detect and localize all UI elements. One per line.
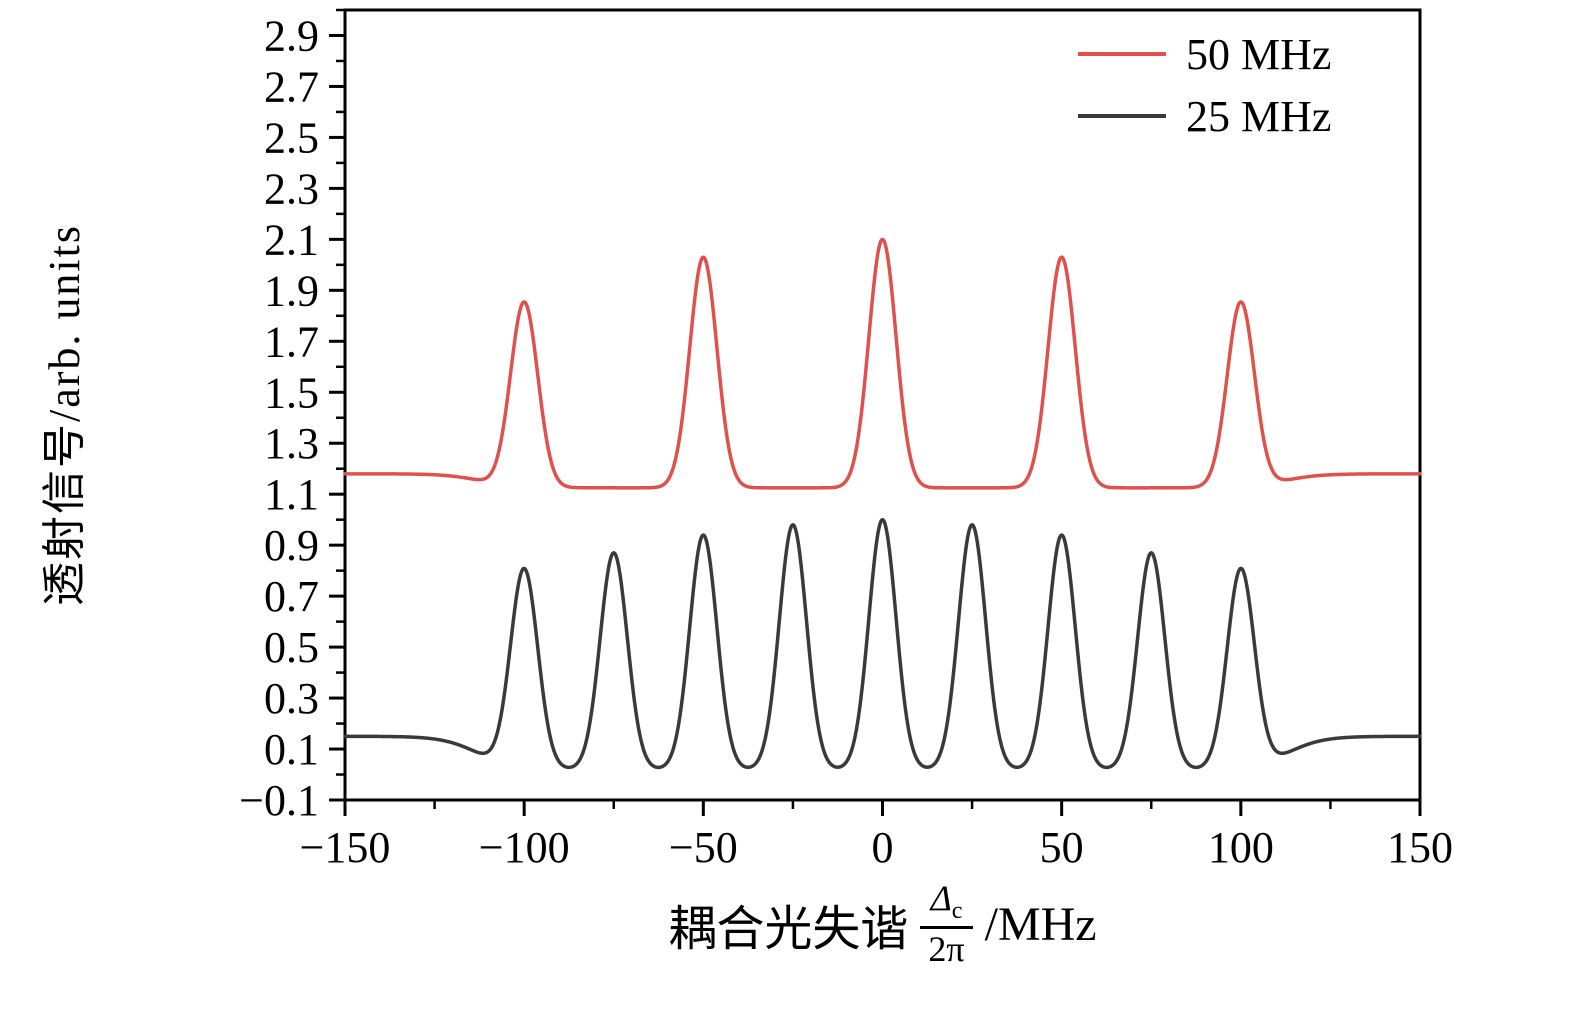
y-tick-label: 2.7 bbox=[264, 62, 319, 111]
x-tick-label: 0 bbox=[872, 823, 894, 872]
series-curve-50-mhz bbox=[343, 237, 1422, 490]
y-tick-label: 0.9 bbox=[264, 521, 319, 570]
y-tick-label: 2.9 bbox=[264, 11, 319, 60]
x-axis-title-prefix: 耦合光失谐 bbox=[668, 903, 909, 957]
y-tick-label: 1.3 bbox=[264, 419, 319, 468]
legend-item-50mhz: 50 MHz bbox=[1078, 29, 1332, 79]
legend-item-25mhz: 25 MHz bbox=[1078, 91, 1332, 141]
fraction-denominator: 2π bbox=[920, 925, 973, 970]
y-tick-label: 1.7 bbox=[264, 317, 319, 366]
series-curve-25-mhz bbox=[343, 517, 1422, 770]
y-tick-label: 0.7 bbox=[264, 572, 319, 621]
x-axis-title-suffix: /MHz bbox=[984, 897, 1097, 951]
y-tick-label: 2.3 bbox=[264, 164, 319, 213]
y-tick-label: 0.3 bbox=[264, 674, 319, 723]
x-tick-label: −50 bbox=[669, 823, 738, 872]
legend-label-50mhz: 50 MHz bbox=[1186, 29, 1332, 79]
y-tick-label: 1.1 bbox=[264, 470, 319, 519]
y-tick-label: 2.1 bbox=[264, 215, 319, 264]
fraction-numerator: Δc bbox=[930, 878, 963, 925]
x-tick-label: −150 bbox=[300, 823, 391, 872]
y-tick-label: 1.5 bbox=[264, 368, 319, 417]
legend-label-25mhz: 25 MHz bbox=[1186, 91, 1332, 141]
y-tick-label: −0.1 bbox=[239, 776, 319, 825]
y-tick-label: 1.9 bbox=[264, 266, 319, 315]
x-tick-label: 50 bbox=[1040, 823, 1084, 872]
x-axis-title: 耦合光失谐 Δc 2π /MHz bbox=[345, 878, 1420, 970]
legend-line-50mhz bbox=[1078, 52, 1166, 56]
y-tick-label: 0.5 bbox=[264, 623, 319, 672]
x-tick-label: −100 bbox=[479, 823, 570, 872]
y-axis-title: 透射信号/arb. units bbox=[40, 224, 89, 606]
legend: 50 MHz 25 MHz bbox=[1078, 29, 1332, 141]
legend-line-25mhz bbox=[1078, 114, 1166, 118]
y-tick-label: 2.5 bbox=[264, 113, 319, 162]
x-axis-title-fraction: Δc 2π bbox=[920, 878, 973, 970]
x-tick-label: 150 bbox=[1387, 823, 1453, 872]
y-tick-label: 0.1 bbox=[264, 725, 319, 774]
x-tick-label: 100 bbox=[1208, 823, 1274, 872]
